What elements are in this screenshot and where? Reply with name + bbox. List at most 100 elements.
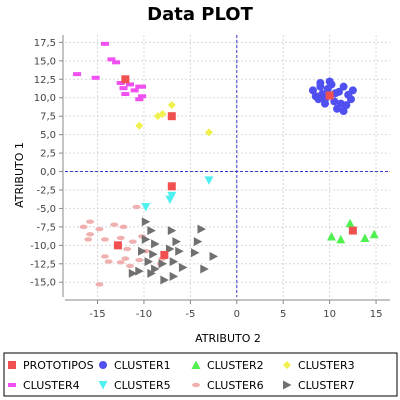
chart-title: Data PLOT <box>147 4 253 25</box>
legend-item-cluster2: CLUSTER2 <box>191 359 264 372</box>
y-tick-label: -10,0 <box>30 241 56 252</box>
cluster6-point <box>95 226 104 232</box>
series-cluster2 <box>327 218 379 244</box>
cluster4-point <box>112 60 121 65</box>
cluster7-point <box>151 239 160 249</box>
cluster4-point <box>107 57 116 62</box>
y-tick-label: 2,5 <box>40 149 56 160</box>
legend-item-cluster3: CLUSTER3 <box>283 359 355 372</box>
cluster2-point <box>336 234 346 244</box>
legend-marker-cluster1 <box>99 361 107 369</box>
cluster6-point <box>135 257 144 263</box>
cluster6-point <box>110 222 119 227</box>
x-tick-label: -10 <box>136 309 152 320</box>
cluster6-point <box>121 256 130 261</box>
cluster3-point <box>204 128 213 137</box>
legend-item-prototipos: PROTOTIPOS <box>8 359 94 372</box>
prototipos-point <box>167 182 176 191</box>
y-tick-label: 17,5 <box>34 38 56 49</box>
x-tick-label: 10 <box>323 309 336 320</box>
series-cluster1 <box>308 77 357 116</box>
legend-label: CLUSTER4 <box>23 379 80 392</box>
series-cluster5 <box>141 176 214 212</box>
legend-marker-cluster3 <box>283 361 291 369</box>
cluster7-point <box>147 268 156 278</box>
cluster4-point <box>91 75 100 80</box>
cluster7-point <box>138 246 147 256</box>
cluster6-point <box>123 246 132 252</box>
cluster2-point <box>369 229 379 239</box>
x-tick-label: -5 <box>185 309 195 320</box>
cluster3-point <box>153 112 162 121</box>
series-prototipos <box>113 75 357 259</box>
legend-label: CLUSTER6 <box>207 379 264 392</box>
cluster6-point <box>128 239 137 244</box>
grid <box>65 35 390 297</box>
cluster7-point <box>169 271 179 281</box>
legend-item-cluster7: CLUSTER7 <box>283 379 355 392</box>
y-tick-label: 10,0 <box>34 93 56 104</box>
cluster3-point <box>167 101 176 110</box>
cluster7-point <box>144 257 154 267</box>
cluster1-point <box>325 77 334 86</box>
x-axis-title: ATRIBUTO 2 <box>195 332 261 345</box>
cluster1-point <box>342 101 351 110</box>
cluster7-point <box>128 268 138 278</box>
cluster6-point <box>116 235 125 241</box>
legend-label: CLUSTER3 <box>298 359 355 372</box>
x-tick-label: 0 <box>234 309 240 320</box>
prototipos-point <box>167 112 176 121</box>
cluster7-point <box>141 234 151 244</box>
cluster7-point <box>160 275 169 285</box>
legend-marker-cluster4 <box>8 383 16 387</box>
prototipos-point <box>325 91 334 100</box>
cluster7-point <box>197 224 206 234</box>
cluster2-point <box>360 233 370 242</box>
cluster1-point <box>316 78 325 87</box>
cluster1-point <box>333 104 342 113</box>
x-tick-label: 5 <box>280 309 286 320</box>
y-tick-label: -7,5 <box>36 222 56 233</box>
legend-items: PROTOTIPOS CLUSTER1 CLUSTER2 CLUSTER3 CLUSTE… <box>8 359 355 392</box>
cluster7-point <box>167 226 177 236</box>
cluster1-point <box>321 99 329 108</box>
zero-lines <box>65 35 390 297</box>
cluster7-point <box>158 259 167 269</box>
cluster5-point <box>141 202 151 212</box>
cluster6-point <box>126 263 134 269</box>
legend-item-cluster1: CLUSTER1 <box>99 359 171 372</box>
cluster1-point <box>347 95 355 104</box>
prototipos-point <box>348 226 357 235</box>
x-tick-label: 15 <box>370 309 383 320</box>
legend-marker-cluster6 <box>192 382 200 388</box>
cluster1-point <box>348 86 357 95</box>
prototipos-point <box>113 241 122 250</box>
cluster6-point <box>104 259 113 264</box>
legend-label: CLUSTER7 <box>298 379 355 392</box>
cluster6-point <box>119 224 128 230</box>
y-tick-label: 12,5 <box>34 75 56 86</box>
legend-item-cluster4: CLUSTER4 <box>8 379 80 392</box>
cluster1-point <box>314 95 323 104</box>
cluster7-point <box>200 264 209 274</box>
y-tick-label: -2,5 <box>36 185 56 196</box>
cluster6-point <box>86 232 95 237</box>
axes <box>59 35 390 304</box>
tick-labels: -15 -10 -5 0 5 10 15 17,5 15,0 12,5 10,0 7,5 5,0 2,5 0… <box>30 38 382 320</box>
cluster6-point <box>84 237 93 242</box>
cluster7-point <box>209 251 219 261</box>
legend: PROTOTIPOS CLUSTER1 CLUSTER2 CLUSTER3 CLUSTE… <box>3 352 398 397</box>
legend-item-cluster5: CLUSTER5 <box>98 379 171 392</box>
cluster6-point <box>100 254 109 259</box>
cluster5-point <box>165 195 175 205</box>
legend-box <box>3 352 398 397</box>
cluster4-point <box>116 80 125 85</box>
prototipos-point <box>121 75 130 84</box>
cluster7-point <box>149 249 158 259</box>
cluster7-point <box>193 237 203 247</box>
cluster1-point <box>339 82 348 91</box>
y-tick-label: 5,0 <box>40 130 56 141</box>
cluster7-point <box>141 217 151 227</box>
